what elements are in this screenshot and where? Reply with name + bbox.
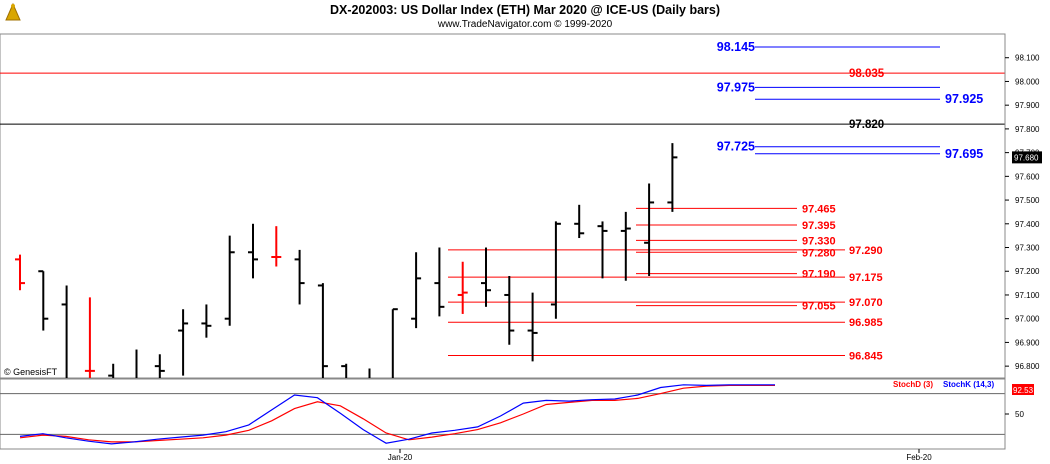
level-label: 98.145 xyxy=(717,40,755,54)
price-tick-label: 97.000 xyxy=(1015,315,1040,324)
level-label: 97.280 xyxy=(802,247,836,259)
time-tick-label: Feb-20 xyxy=(906,453,932,462)
stoch-tick-label: 50 xyxy=(1015,410,1024,419)
level-label: 97.395 xyxy=(802,220,836,232)
stoch-axis: 50 StochD (3) StochK (14,3) 92.53 xyxy=(893,380,1034,448)
legend-stoch-k: StochK (14,3) xyxy=(943,380,994,389)
level-label: 97.175 xyxy=(849,272,883,284)
price-tick-label: 98.100 xyxy=(1015,54,1040,63)
price-tick-label: 97.500 xyxy=(1015,196,1040,205)
level-label: 96.845 xyxy=(849,350,883,362)
price-tick-label: 97.800 xyxy=(1015,125,1040,134)
last-price-label: 97.680 xyxy=(1014,153,1039,162)
logo-icon xyxy=(2,2,24,24)
level-label: 97.070 xyxy=(849,297,883,309)
time-tick-label: Jan-20 xyxy=(388,453,413,462)
price-levels: 98.145 98.035 97.975 97.925 97.820 97.725 97.6… xyxy=(0,40,1005,362)
price-tick-label: 97.200 xyxy=(1015,267,1040,276)
stoch-lines xyxy=(0,384,1005,445)
price-axis: 98.10098.00097.90097.80097.70097.60097.5… xyxy=(1004,34,1042,378)
level-label: 98.035 xyxy=(849,68,885,80)
price-tick-label: 96.800 xyxy=(1015,362,1040,371)
level-label: 97.465 xyxy=(802,203,836,215)
time-axis: Jan-20 Feb-20 xyxy=(388,449,932,462)
level-label: 97.330 xyxy=(802,235,836,247)
stoch-series-line xyxy=(19,384,775,445)
price-tick-label: 97.100 xyxy=(1015,291,1040,300)
legend-stoch-d: StochD (3) xyxy=(893,380,933,389)
stoch-last-marker xyxy=(1012,384,1034,395)
watermark: © GenesisFT xyxy=(4,367,58,377)
stoch-panel xyxy=(0,378,1006,450)
stoch-last-label: 92.53 xyxy=(1013,386,1034,395)
level-label: 97.975 xyxy=(717,80,755,94)
price-tick-label: 97.300 xyxy=(1015,244,1040,253)
level-label: 97.820 xyxy=(849,119,884,131)
level-label: 96.985 xyxy=(849,317,883,329)
price-tick-label: 96.900 xyxy=(1015,338,1040,347)
price-tick-label: 97.600 xyxy=(1015,172,1040,181)
price-tick-label: 98.000 xyxy=(1015,77,1040,86)
last-price-marker xyxy=(1012,151,1042,164)
chart-title: DX-202003: US Dollar Index (ETH) Mar 202… xyxy=(330,3,720,17)
level-label: 97.695 xyxy=(945,147,983,161)
ohlc-bars xyxy=(15,143,678,378)
level-label: 97.925 xyxy=(945,92,983,106)
level-label: 97.055 xyxy=(802,301,836,313)
price-tick-label: 97.400 xyxy=(1015,220,1040,229)
level-label: 97.290 xyxy=(849,245,883,257)
chart-subtitle: www.TradeNavigator.com © 1999-2020 xyxy=(437,19,613,30)
price-tick-label: 97.900 xyxy=(1015,101,1040,110)
stoch-series-line xyxy=(19,384,775,443)
level-label: 97.725 xyxy=(717,140,755,154)
level-label: 97.190 xyxy=(802,269,836,281)
